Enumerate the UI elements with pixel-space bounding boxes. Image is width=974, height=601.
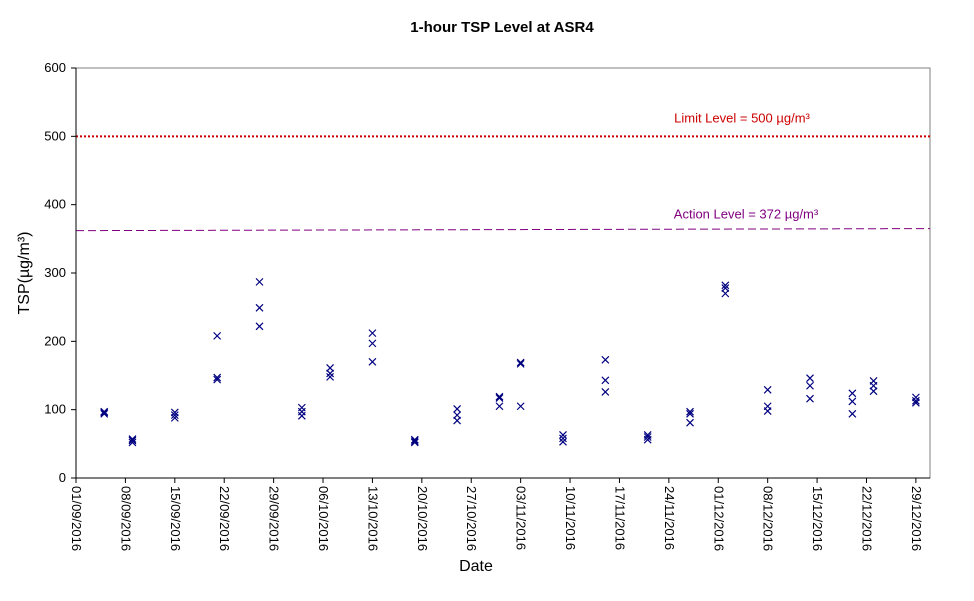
- x-tick-label: 22/12/2016: [859, 486, 874, 551]
- data-point: [516, 359, 525, 368]
- data-point: [601, 376, 610, 385]
- x-tick-label: 08/09/2016: [118, 486, 133, 551]
- data-point: [848, 397, 857, 406]
- data-point: [410, 438, 419, 447]
- data-point: [721, 281, 730, 290]
- chart-title: 1-hour TSP Level at ASR4: [410, 19, 594, 36]
- data-point: [213, 331, 222, 340]
- data-point: [516, 358, 525, 367]
- x-tick-label: 29/12/2016: [909, 486, 924, 551]
- data-point: [100, 409, 109, 418]
- x-tick-label: 03/11/2016: [514, 486, 529, 550]
- data-point: [255, 303, 264, 312]
- x-tick-label: 01/12/2016: [711, 486, 726, 551]
- y-tick-label: 500: [44, 128, 66, 143]
- data-point: [763, 385, 772, 394]
- x-tick-label: 24/11/2016: [662, 486, 677, 550]
- x-tick-label: 27/10/2016: [464, 486, 479, 551]
- data-point: [100, 407, 109, 416]
- data-point: [368, 339, 377, 348]
- data-point: [128, 438, 137, 447]
- data-point: [213, 373, 222, 382]
- plot-area: [75, 67, 931, 479]
- data-point: [643, 431, 652, 439]
- data-point: [255, 277, 264, 286]
- data-points: [100, 277, 920, 447]
- action-level-line: [75, 228, 931, 232]
- y-tick-label: 100: [44, 402, 66, 417]
- y-tick-label: 300: [44, 265, 66, 280]
- x-tick-label: 22/09/2016: [217, 486, 232, 551]
- y-tick-label: 200: [44, 333, 66, 348]
- x-tick-label: 29/09/2016: [267, 486, 282, 551]
- data-point: [170, 411, 179, 420]
- data-point: [686, 418, 694, 427]
- data-point: [453, 405, 462, 413]
- x-tick-label: 01/09/2016: [69, 486, 84, 551]
- data-point: [806, 374, 814, 383]
- data-point: [213, 375, 222, 384]
- data-point: [686, 409, 694, 418]
- data-point: [911, 396, 920, 405]
- data-point: [763, 402, 772, 411]
- data-point: [848, 409, 857, 418]
- data-point: [643, 433, 652, 441]
- y-tick-label: 400: [44, 197, 66, 212]
- data-point: [911, 393, 920, 402]
- data-point: [255, 322, 264, 331]
- limit-level-label: Limit Level = 500 µg/m³: [674, 110, 810, 125]
- x-tick-label: 20/10/2016: [415, 486, 430, 551]
- y-axis: 0 100 200 300 400 500 600: [44, 60, 77, 485]
- y-tick-label: 0: [59, 470, 66, 485]
- data-point: [869, 377, 878, 385]
- x-tick-label: 10/11/2016: [563, 486, 578, 550]
- data-point: [495, 392, 504, 401]
- data-point: [721, 284, 730, 292]
- data-point: [368, 329, 377, 338]
- data-point: [170, 408, 179, 417]
- y-tick-label: 600: [44, 60, 66, 75]
- x-axis-label: Date: [459, 558, 493, 575]
- data-point: [559, 434, 567, 443]
- data-point: [368, 357, 377, 366]
- data-point: [559, 431, 567, 439]
- data-point: [601, 355, 610, 364]
- data-point: [410, 437, 419, 446]
- data-point: [516, 402, 525, 411]
- data-point: [495, 402, 504, 411]
- data-point: [128, 435, 137, 443]
- data-point: [848, 389, 857, 398]
- action-level-label: Action Level = 372 µg/m³: [674, 207, 819, 222]
- data-point: [559, 437, 567, 446]
- x-tick-label: 17/11/2016: [612, 486, 627, 550]
- data-point: [326, 364, 335, 372]
- x-tick-label: 06/10/2016: [316, 486, 331, 551]
- data-point: [326, 372, 335, 381]
- x-tick-label: 15/09/2016: [168, 486, 183, 551]
- data-point: [806, 381, 814, 390]
- x-axis: 01/09/2016 08/09/2016 15/09/2016 22/09/2016…: [69, 477, 930, 551]
- data-point: [601, 387, 610, 396]
- reference-lines: Limit Level = 500 µg/m³ Action Level = 37…: [75, 110, 931, 232]
- data-point: [410, 435, 419, 444]
- x-tick-label: 08/12/2016: [761, 486, 776, 551]
- data-point: [453, 411, 462, 420]
- data-point: [297, 403, 306, 412]
- x-tick-label: 15/12/2016: [810, 486, 825, 551]
- data-point: [806, 394, 814, 403]
- y-axis-label: TSP(µg/m³): [16, 232, 33, 315]
- data-point: [686, 407, 694, 416]
- data-point: [128, 436, 137, 445]
- x-tick-label: 13/10/2016: [365, 486, 380, 551]
- data-point: [495, 394, 504, 402]
